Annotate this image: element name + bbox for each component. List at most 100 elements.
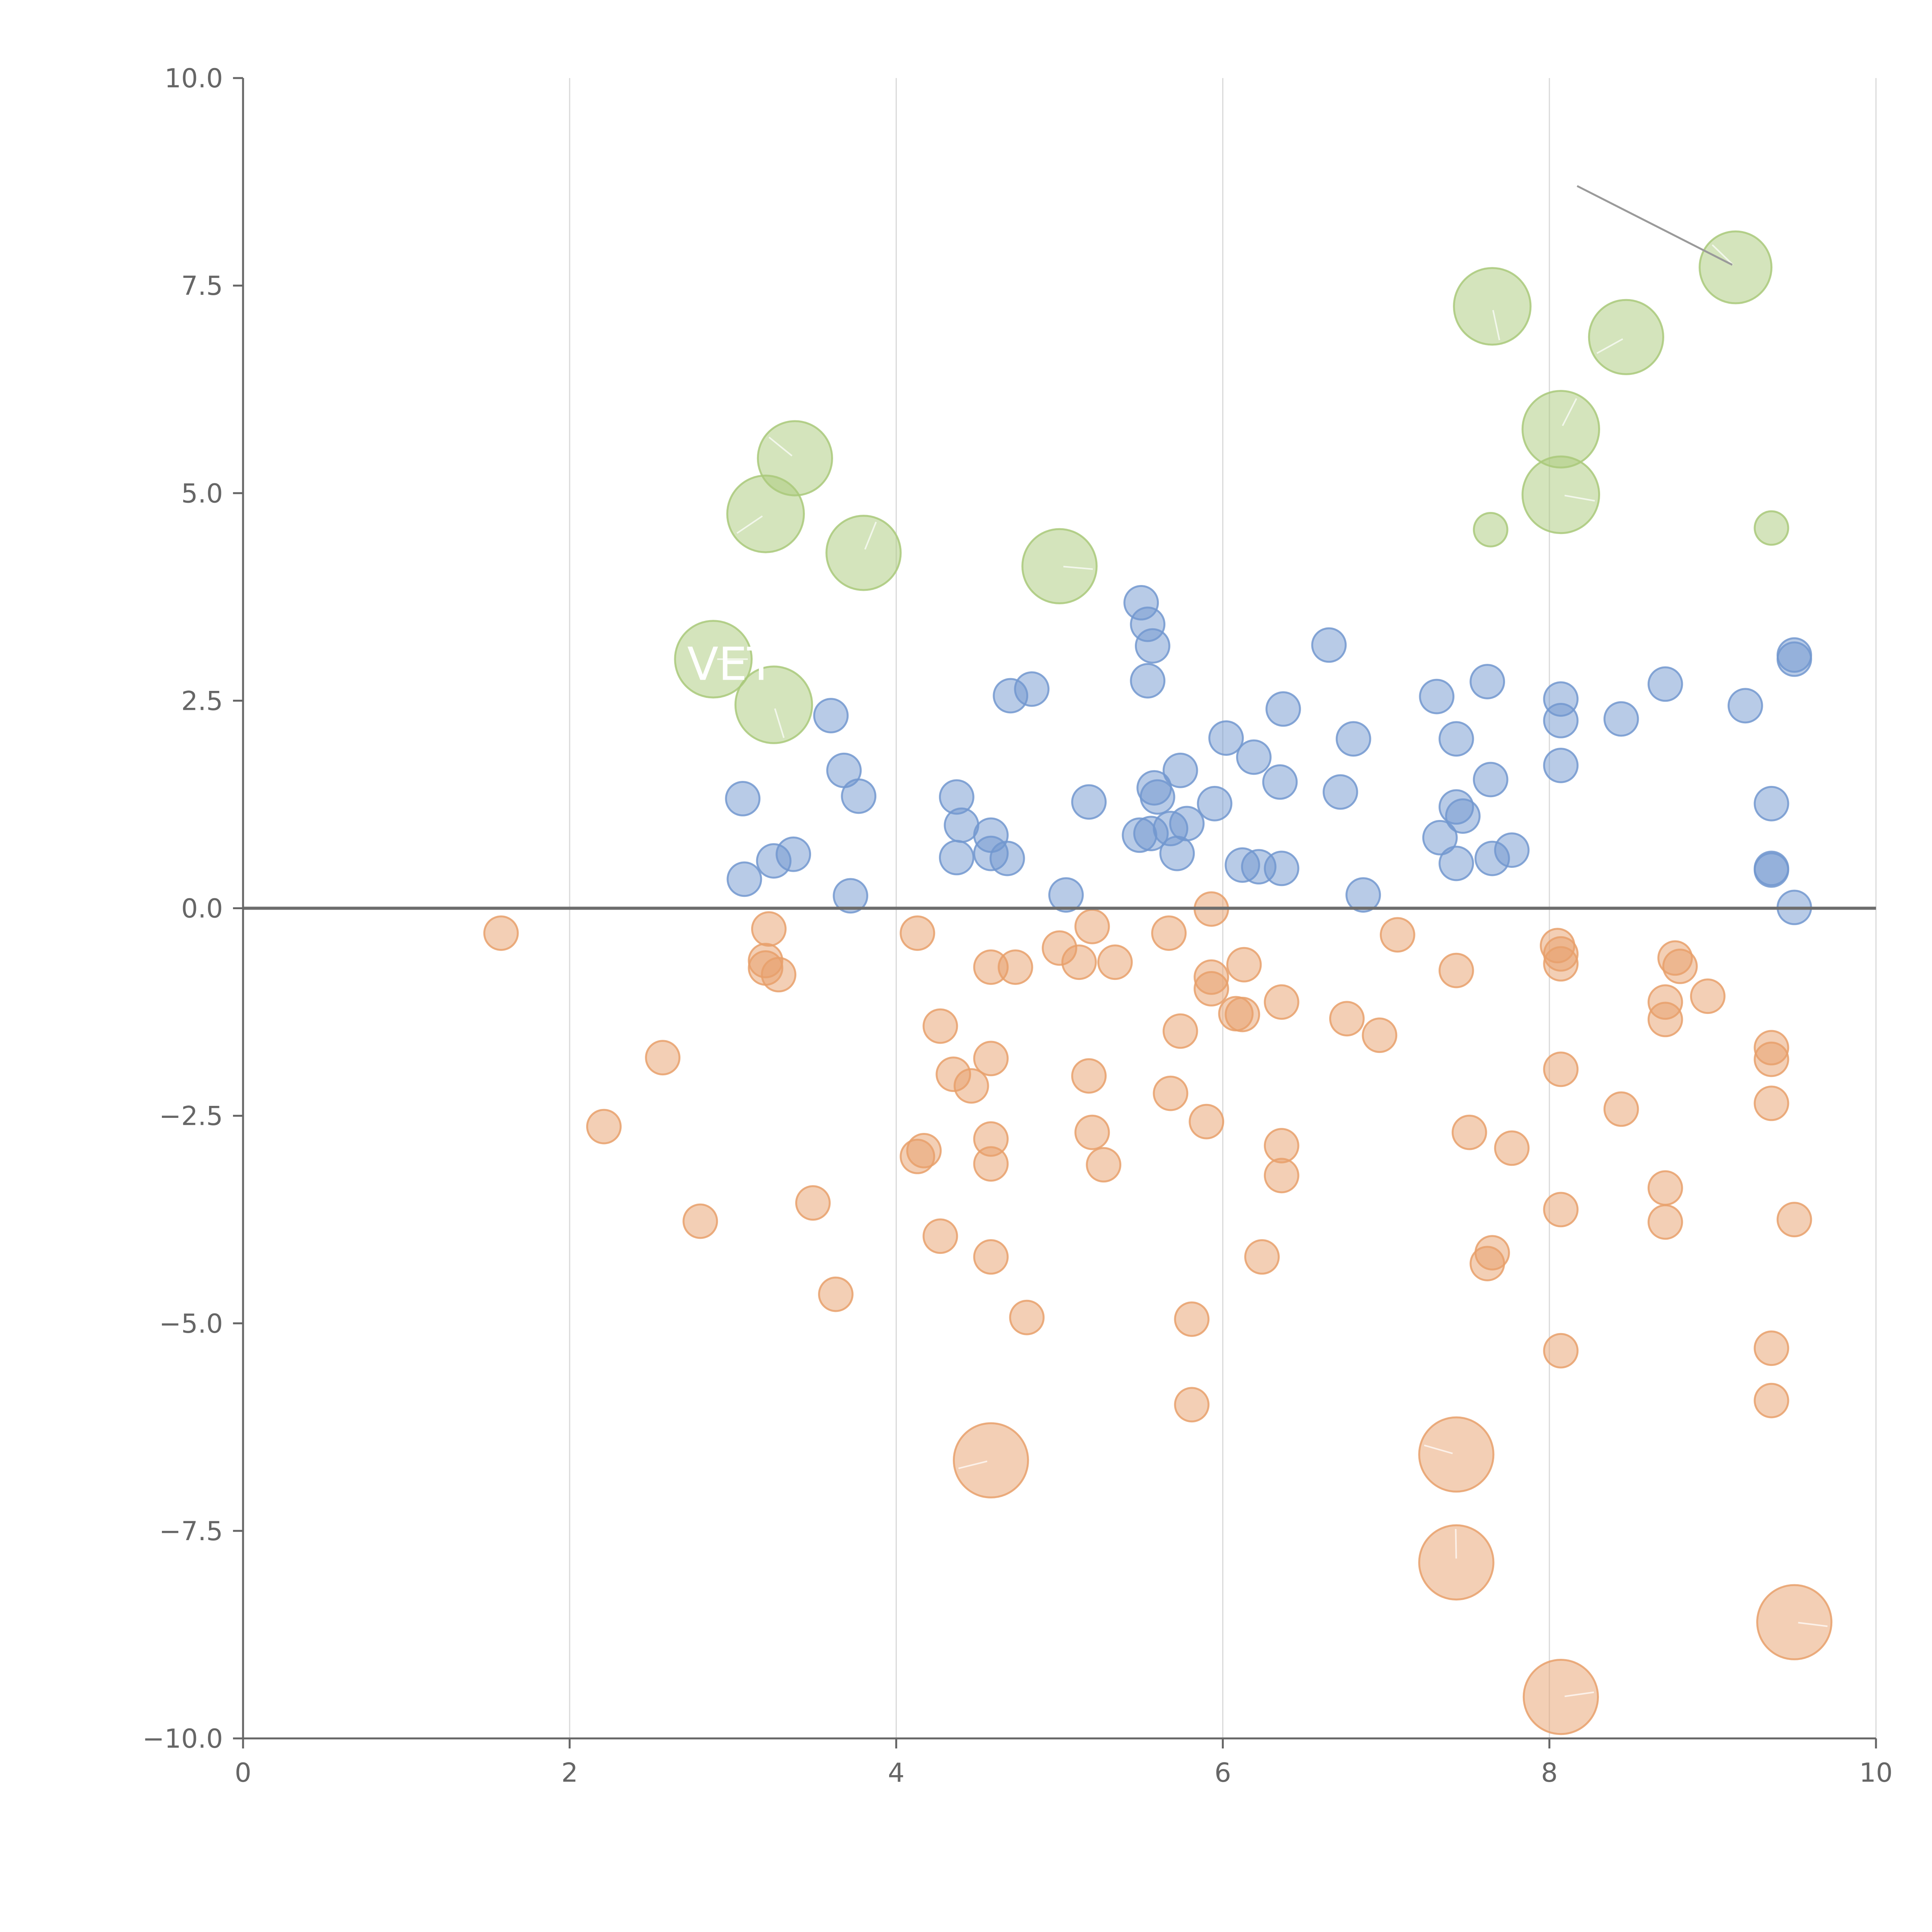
data-point-lower: [1753, 1041, 1789, 1077]
data-point-middle: [1335, 721, 1371, 757]
data-point-lower: [1439, 952, 1474, 988]
data-point-middle: [1135, 628, 1170, 664]
data-point-middle: [1139, 779, 1175, 815]
data-point-lower: [1379, 917, 1415, 953]
data-point-lower: [1418, 1416, 1495, 1493]
data-point-upper: [757, 420, 833, 497]
data-point-lower: [761, 957, 796, 993]
data-point-middle: [776, 836, 811, 872]
data-point-upper: [1699, 230, 1773, 304]
annotations: VET: [687, 638, 776, 691]
data-point-middle: [939, 840, 975, 876]
data-point-middle: [1494, 832, 1530, 868]
annotation-label: VET: [687, 638, 776, 691]
data-point-lower: [1189, 1104, 1225, 1139]
data-point-upper: [1588, 299, 1664, 375]
data-point-middle: [1776, 641, 1812, 677]
leader-line: [1564, 495, 1595, 502]
data-point-middle: [1647, 666, 1683, 702]
data-point-lower: [1662, 949, 1698, 984]
y-tick-label: 10.0: [165, 63, 223, 94]
data-point-lower: [1362, 1017, 1398, 1053]
data-point-middle: [813, 698, 849, 733]
y-tick-label: 7.5: [181, 271, 223, 301]
y-tick-label: −2.5: [159, 1101, 223, 1132]
data-point-lower: [1753, 1330, 1789, 1366]
leader-line: [1798, 1622, 1828, 1627]
data-point-middle: [1169, 806, 1205, 842]
data-point-lower: [1153, 1075, 1189, 1111]
leader-line: [774, 708, 785, 738]
data-point-middle: [1208, 720, 1244, 756]
leader-line: [1712, 244, 1733, 265]
data-point-middle: [726, 861, 762, 897]
data-point-middle: [1603, 701, 1639, 737]
x-tick-label: 2: [561, 1758, 578, 1788]
data-point-lower: [1009, 1299, 1045, 1335]
data-point-lower: [1071, 1058, 1107, 1094]
data-point-lower: [483, 915, 519, 951]
data-point-lower: [906, 1133, 942, 1168]
data-point-middle: [1439, 845, 1474, 881]
data-point-middle: [841, 778, 877, 814]
data-point-lower: [952, 1422, 1029, 1498]
data-point-lower: [1647, 1204, 1683, 1240]
data-point-middle: [1728, 688, 1763, 724]
leader-lines: [717, 185, 1828, 1697]
data-point-lower: [1174, 1387, 1210, 1423]
data-point-middle: [989, 840, 1025, 876]
data-point-lower: [1690, 978, 1726, 1014]
leader-line: [864, 521, 877, 550]
leader-line: [1562, 398, 1577, 426]
data-point-lower: [900, 915, 935, 951]
data-point-lower: [973, 1041, 1009, 1077]
data-point-middle: [1162, 752, 1198, 788]
y-tick-label: 2.5: [181, 686, 223, 716]
data-point-lower: [1244, 1239, 1280, 1275]
data-point-lower: [1264, 984, 1299, 1020]
leader-line: [958, 1460, 988, 1469]
data-point-middle: [1311, 627, 1347, 663]
data-point-lower: [1756, 1584, 1833, 1660]
x-tick-label: 10: [1859, 1758, 1893, 1788]
leader-line-grey: [1577, 185, 1733, 266]
leader-line: [1063, 566, 1093, 570]
data-point-middle: [1323, 774, 1358, 810]
data-point-upper: [734, 665, 813, 744]
data-point-lower: [1264, 1128, 1299, 1163]
y-tick-label: 5.0: [181, 478, 223, 509]
data-point-middle: [725, 781, 761, 816]
data-point-lower: [1543, 1192, 1579, 1228]
data-point-middle: [1014, 671, 1050, 707]
data-point-lower: [1162, 1013, 1198, 1049]
data-point-middle: [1236, 739, 1272, 775]
data-point-lower: [922, 1218, 958, 1254]
data-point-lower: [1543, 1333, 1579, 1369]
data-point-lower: [1543, 946, 1579, 982]
data-point-lower: [1194, 971, 1229, 1007]
data-point-middle: [1445, 798, 1481, 834]
data-point-lower: [1543, 1051, 1579, 1087]
data-point-middle: [1439, 721, 1474, 757]
data-point-upper: [825, 515, 902, 591]
data-point-middle: [1345, 877, 1381, 913]
data-point-lower: [1776, 1202, 1812, 1238]
data-point-lower: [973, 1239, 1009, 1275]
data-point-middle: [1130, 663, 1166, 699]
data-point-middle: [1265, 691, 1301, 727]
data-point-middle: [1264, 850, 1299, 886]
data-point-lower: [1451, 1114, 1487, 1150]
data-point-lower: [1329, 1001, 1365, 1037]
data-point-middle: [1543, 703, 1579, 738]
data-point-lower: [1647, 1170, 1683, 1206]
data-point-upper: [674, 620, 753, 699]
y-tick-label: −5.0: [159, 1309, 223, 1339]
data-point-middle: [1469, 664, 1505, 699]
data-point-upper: [1521, 455, 1600, 534]
y-tick-label: −10.0: [143, 1724, 223, 1754]
leader-line: [1565, 1691, 1594, 1697]
data-point-lower: [682, 1203, 718, 1239]
data-point-middle: [1753, 786, 1789, 821]
data-point-middle: [1473, 762, 1509, 798]
